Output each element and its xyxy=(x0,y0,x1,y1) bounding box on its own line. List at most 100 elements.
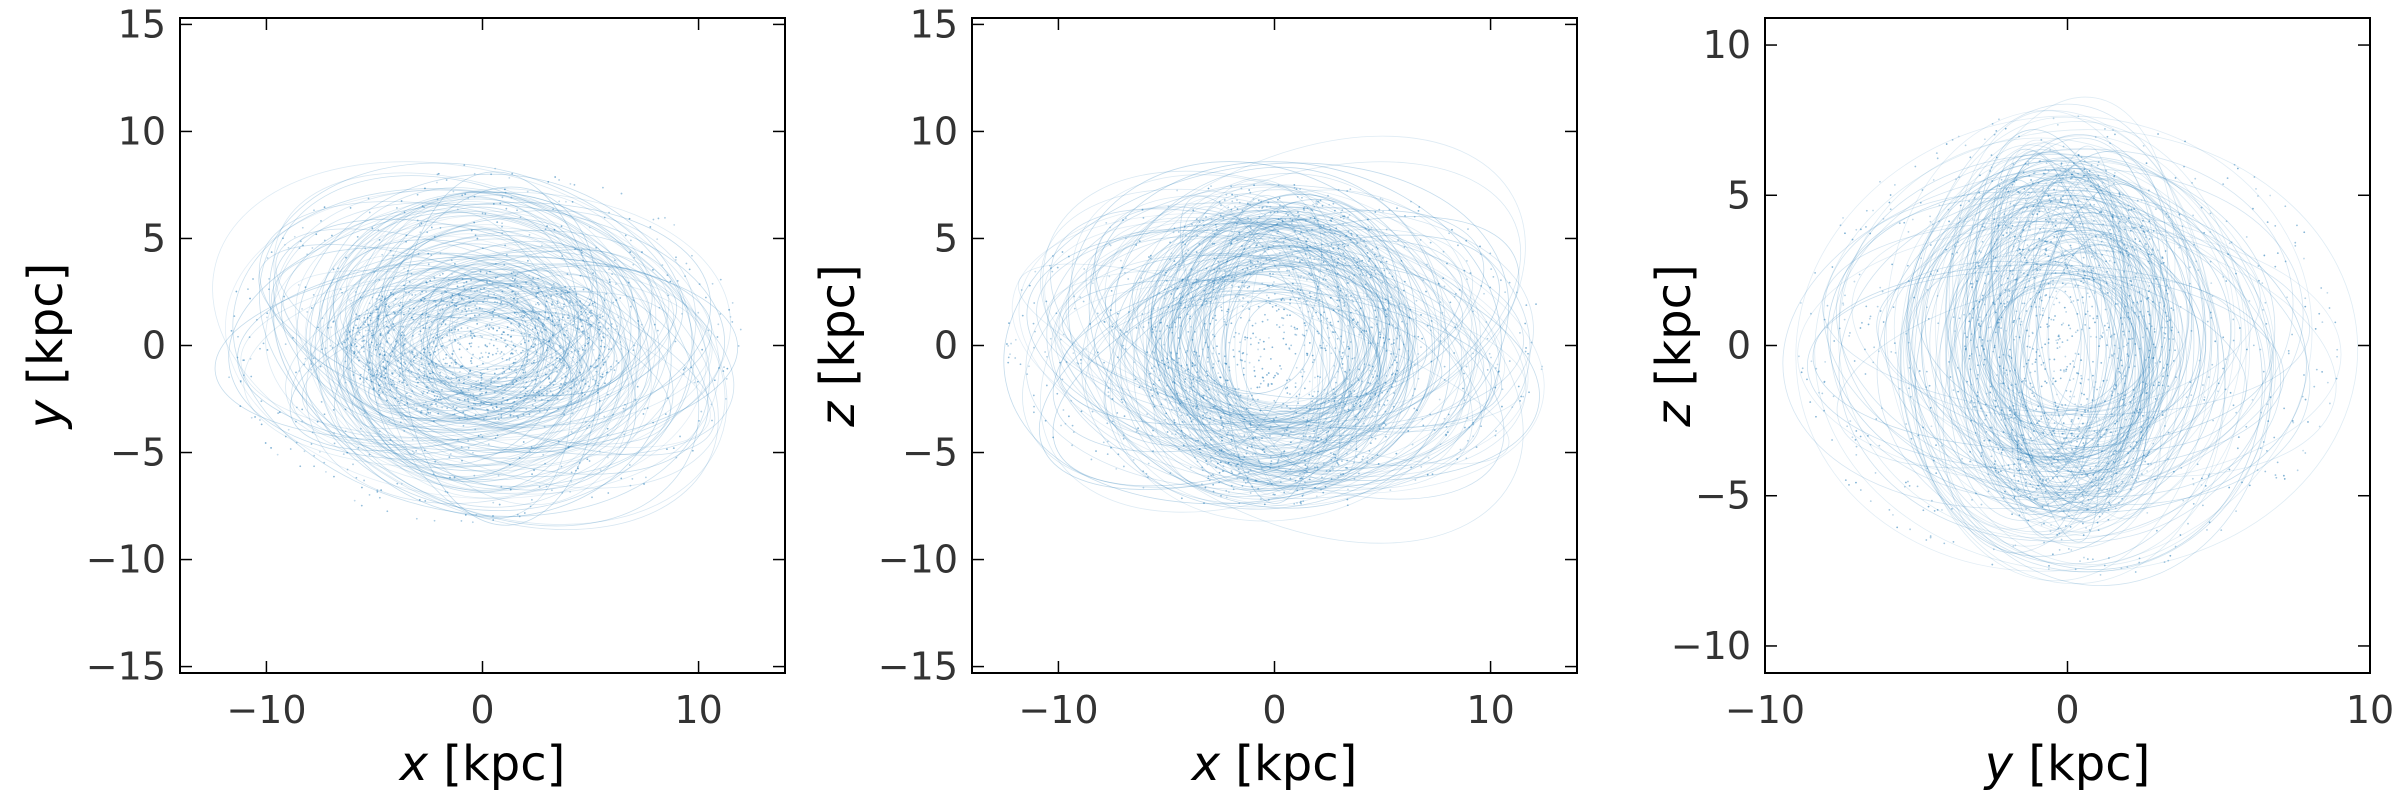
orbit-point xyxy=(1227,393,1230,395)
orbit-point xyxy=(333,442,336,445)
orbit-point xyxy=(2003,220,2006,222)
orbit-point xyxy=(1189,317,1191,320)
orbit-point xyxy=(524,311,527,314)
orbit-point xyxy=(2121,364,2123,367)
orbit-point xyxy=(523,394,526,397)
orbit-point xyxy=(475,319,478,321)
orbit-point xyxy=(2166,284,2168,287)
orbit-path xyxy=(327,201,626,491)
orbit-point xyxy=(1294,352,1297,355)
orbit-point xyxy=(436,181,438,184)
orbit-point xyxy=(1111,420,1114,423)
orbit-path xyxy=(1170,193,1389,465)
orbit-point xyxy=(1349,341,1352,343)
orbit-point xyxy=(441,292,443,295)
orbit-point xyxy=(1985,392,1988,395)
orbit-point xyxy=(1312,203,1315,206)
orbit-point xyxy=(490,403,493,406)
orbit-point xyxy=(524,392,527,395)
orbit-point xyxy=(414,357,417,360)
orbit-path xyxy=(228,202,712,461)
orbit-point xyxy=(472,393,474,395)
orbit-point xyxy=(1140,277,1143,280)
orbit-path xyxy=(368,218,640,454)
orbit-point xyxy=(1261,437,1263,440)
orbit-point xyxy=(382,391,384,394)
orbit-point xyxy=(1116,412,1119,414)
orbit-point xyxy=(523,310,526,313)
orbit-point xyxy=(1265,294,1268,297)
orbit-point xyxy=(1062,409,1065,411)
orbit-point xyxy=(1184,351,1187,354)
orbit-point xyxy=(1367,342,1370,344)
orbit-path xyxy=(1993,184,2129,514)
orbit-point xyxy=(2039,296,2042,299)
orbit-point xyxy=(520,332,523,335)
orbit-point xyxy=(495,405,498,408)
orbit-point xyxy=(1171,331,1174,334)
orbit-point xyxy=(1396,361,1398,364)
orbit-point xyxy=(425,290,428,293)
orbit-point xyxy=(1300,500,1302,503)
orbit-point xyxy=(480,374,483,377)
orbit-point xyxy=(451,273,453,276)
orbit-point xyxy=(479,288,482,290)
orbit-point xyxy=(427,315,429,318)
orbit-point xyxy=(516,513,519,516)
orbit-point xyxy=(1278,465,1280,468)
orbit-point xyxy=(2034,361,2037,364)
orbit-point xyxy=(1358,333,1361,336)
orbit-point xyxy=(513,311,516,314)
orbit-point xyxy=(1167,361,1170,364)
orbit-point xyxy=(1285,343,1287,346)
orbit-point xyxy=(366,309,369,312)
orbit-point xyxy=(2121,377,2124,380)
orbit-point xyxy=(2096,317,2099,320)
orbit-path xyxy=(1056,281,1465,414)
orbit-point xyxy=(2056,229,2058,232)
orbit-point xyxy=(1945,248,1947,251)
orbit-point xyxy=(693,381,696,384)
orbit-point xyxy=(1388,323,1391,326)
orbit-point xyxy=(444,362,447,365)
orbit-point xyxy=(369,314,371,317)
orbit-point xyxy=(1401,320,1403,323)
orbit-point xyxy=(1350,395,1353,398)
orbit-point xyxy=(1486,368,1489,371)
orbit-point xyxy=(515,368,517,371)
orbit-point xyxy=(1238,350,1241,353)
orbit-point xyxy=(572,356,574,359)
orbit-point xyxy=(478,314,481,316)
orbit-point xyxy=(1342,351,1345,354)
orbit-point xyxy=(2014,369,2016,372)
orbit-point xyxy=(476,302,478,304)
orbit-path xyxy=(339,325,587,397)
orbit-point xyxy=(488,279,491,282)
orbit-point xyxy=(605,371,608,374)
orbit-point xyxy=(599,469,602,472)
orbit-point xyxy=(1472,423,1475,426)
orbit-point xyxy=(1272,493,1275,496)
orbit-point xyxy=(1366,295,1368,298)
orbit-point xyxy=(473,335,476,338)
orbit-point xyxy=(1103,361,1105,364)
orbit-point xyxy=(1090,458,1093,461)
orbit-point xyxy=(2126,436,2129,438)
orbit-point xyxy=(2073,162,2075,165)
orbit-path xyxy=(1949,137,2156,521)
orbit-point xyxy=(1355,323,1358,326)
orbit-point xyxy=(603,361,606,364)
orbit-point xyxy=(1320,313,1322,316)
orbit-path xyxy=(368,291,606,406)
orbit-point xyxy=(2031,363,2034,365)
orbit-point xyxy=(1238,233,1241,236)
orbit-path xyxy=(1204,240,1356,436)
orbit-point xyxy=(587,332,589,335)
orbit-point xyxy=(542,394,545,396)
orbit-point xyxy=(2015,310,2018,313)
orbit-point xyxy=(2274,265,2277,268)
orbit-path xyxy=(1996,233,2161,407)
orbit-point xyxy=(295,371,297,374)
orbit-point xyxy=(1343,403,1346,405)
orbit-point xyxy=(1205,300,1208,303)
